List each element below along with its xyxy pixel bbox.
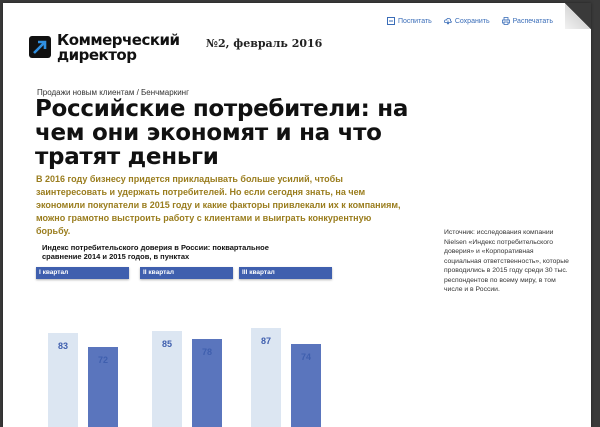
bar-value-label: 74 bbox=[300, 352, 311, 362]
quarter-panel: II квартал 85 78 bbox=[140, 267, 233, 427]
bar bbox=[88, 347, 118, 427]
bar-value-label: 85 bbox=[161, 339, 172, 349]
print-button[interactable]: Распечатать bbox=[501, 17, 553, 25]
chart-title: Индекс потребительского доверия в России… bbox=[42, 243, 269, 261]
quarter-bars: 83 72 bbox=[36, 281, 129, 427]
breadcrumb[interactable]: Продажи новым клиентам / Бенчмаркинг bbox=[37, 88, 189, 97]
page-sheet: Коммерческий директор №2, февраль 2016 П… bbox=[3, 3, 591, 427]
post-label: Поспитать bbox=[397, 17, 432, 25]
print-label: Распечатать bbox=[512, 17, 553, 25]
bar bbox=[291, 344, 321, 427]
logo-line1: Коммерческий bbox=[57, 31, 180, 49]
logo-line2: директор bbox=[57, 46, 137, 64]
toolbar: Поспитать Сохранить Распечатать bbox=[386, 17, 553, 25]
source-note: Источник: исследования компании Nielsen … bbox=[444, 229, 569, 293]
quarter-label: I квартал bbox=[36, 267, 129, 279]
printer-icon bbox=[501, 17, 510, 25]
bar-value-label: 72 bbox=[97, 355, 108, 365]
post-icon bbox=[386, 17, 395, 25]
issue-label: №2, февраль 2016 bbox=[206, 37, 323, 50]
page-title: Российские потребители: на чем они эконо… bbox=[35, 96, 409, 170]
quarter-bars: 85 78 bbox=[140, 281, 233, 427]
cloud-download-icon bbox=[443, 18, 452, 25]
bar bbox=[152, 331, 182, 427]
logo[interactable]: Коммерческий директор bbox=[29, 33, 180, 63]
bar-value-label: 83 bbox=[57, 341, 68, 351]
page-curl bbox=[565, 3, 591, 29]
post-button[interactable]: Поспитать bbox=[386, 17, 432, 25]
save-button[interactable]: Сохранить bbox=[443, 17, 490, 25]
lead-paragraph: В 2016 году бизнесу придется прикладыват… bbox=[36, 174, 401, 236]
bar bbox=[251, 328, 281, 427]
quarter-label: III квартал bbox=[239, 267, 332, 279]
quarter-panel: III квартал 87 74 bbox=[239, 267, 332, 427]
quarter-label: II квартал bbox=[140, 267, 233, 279]
quarter-bars: 87 74 bbox=[239, 281, 332, 427]
save-label: Сохранить bbox=[454, 17, 490, 25]
bar bbox=[192, 339, 222, 427]
bar-value-label: 78 bbox=[201, 347, 212, 357]
bar bbox=[48, 333, 78, 427]
bar-value-label: 87 bbox=[260, 336, 271, 346]
arrow-logo-icon bbox=[29, 36, 51, 58]
quarter-panel: I квартал 83 72 bbox=[36, 267, 129, 427]
